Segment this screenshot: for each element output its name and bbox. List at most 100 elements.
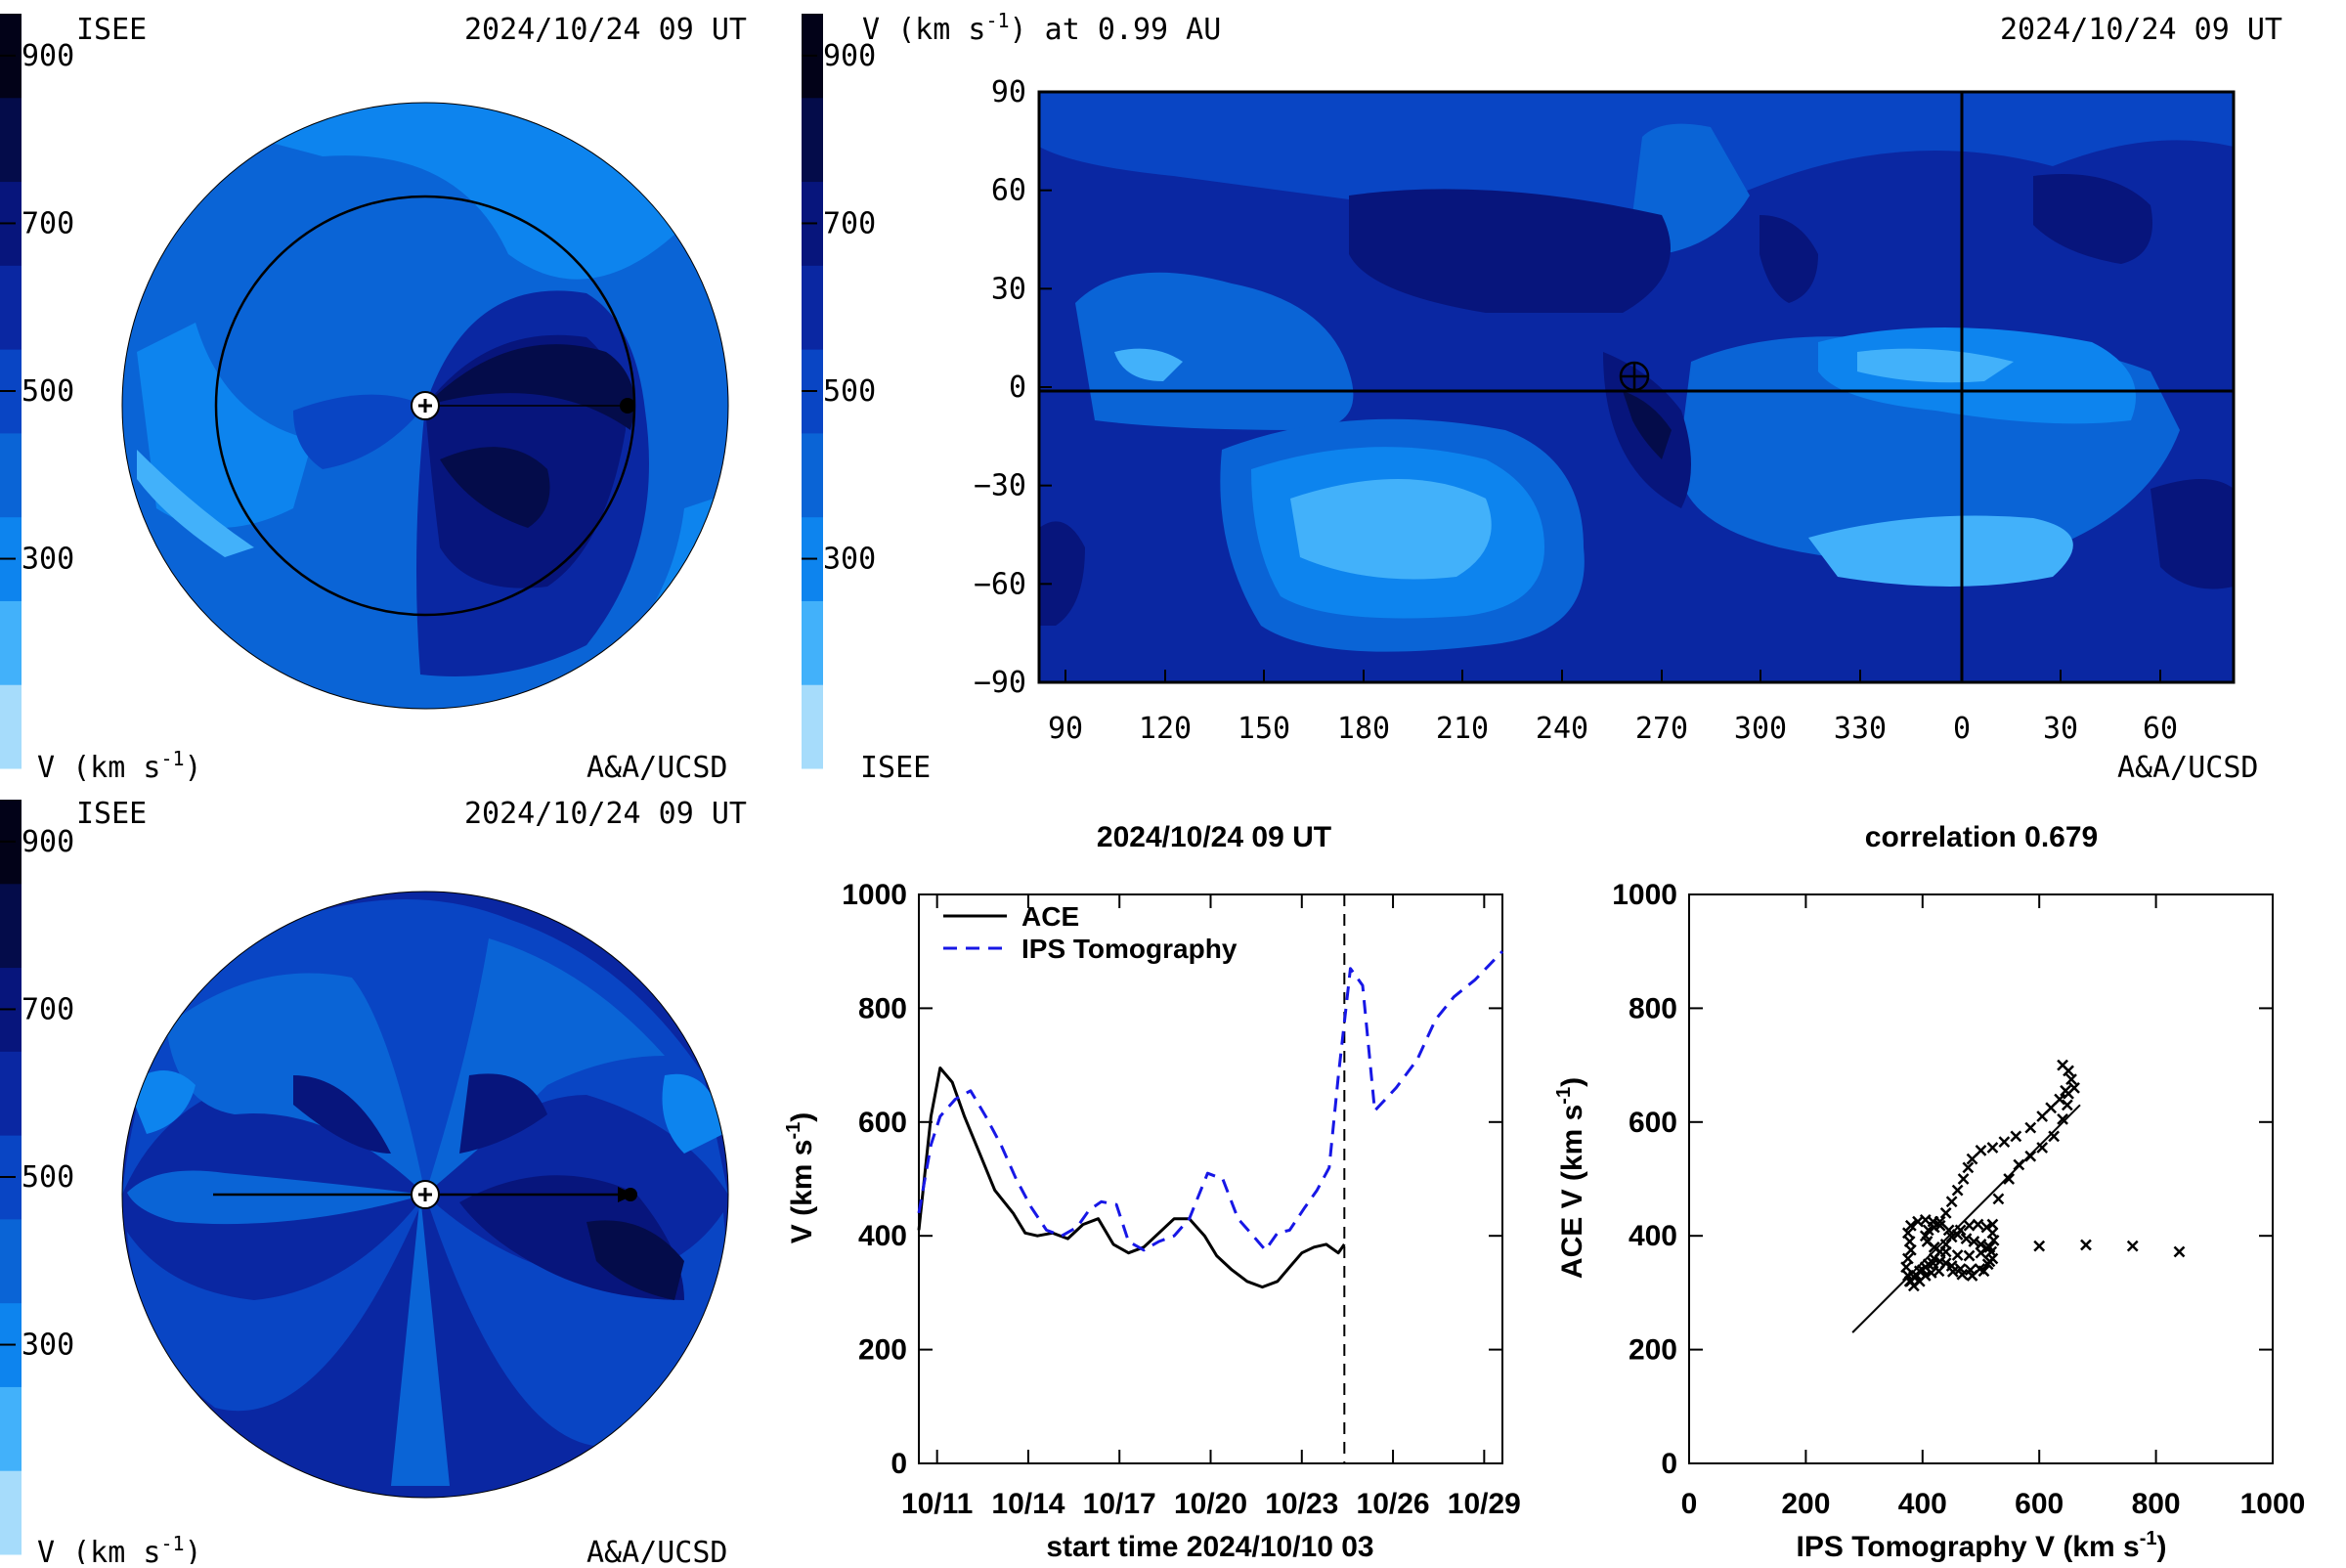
point-stroke	[1901, 1252, 1914, 1265]
y-tick-label: 0	[1661, 1448, 1677, 1480]
map-x-tick-label: 210	[1436, 712, 1489, 746]
speed-unit-label: V (km s-1)	[37, 1532, 202, 1564]
scatter-point	[1951, 1249, 1964, 1261]
timestamp-label: 2024/10/24 09 UT	[2000, 13, 2282, 47]
point-stroke	[2003, 1173, 2016, 1185]
scatter-point	[1975, 1239, 1987, 1250]
point-stroke	[2063, 1065, 2074, 1077]
x-tick-label: 800	[2132, 1488, 2181, 1520]
plot-frame	[918, 893, 1503, 1464]
colorbar-segment	[0, 97, 22, 183]
map-y-tick-labels: 90 60 30 0 −30 −60 −90	[974, 75, 1052, 700]
earth-marker	[620, 398, 635, 414]
y-axis-label: ACE V (km s-1)	[1553, 1077, 1588, 1279]
point-stroke	[1912, 1215, 1924, 1228]
polar-speed-contours	[122, 103, 728, 709]
point-stroke	[1962, 1161, 1975, 1174]
colorbar-tick-label: 500	[22, 374, 74, 409]
y-tick-label: 1000	[1612, 879, 1677, 911]
map-y-tick-label: −90	[974, 666, 1026, 700]
scatter-point	[2013, 1158, 2025, 1171]
point-stroke	[1945, 1196, 1958, 1208]
map-x-tick-labels: 90 120 150 180 210 240 270 300 330 0 30 60	[1048, 670, 2178, 746]
x-tick-label: 10/20	[1174, 1488, 1247, 1520]
point-stroke	[1957, 1173, 1970, 1185]
scatter-point	[1951, 1184, 1964, 1197]
point-stroke	[1927, 1257, 1939, 1270]
point-stroke	[1919, 1270, 1932, 1282]
y-tick-label: 200	[1629, 1334, 1677, 1367]
scatter-point	[1972, 1218, 1984, 1231]
scatter-point	[2033, 1240, 2046, 1252]
point-stroke	[1966, 1270, 1978, 1282]
point-stroke	[2065, 1073, 2077, 1086]
scatter-point	[1919, 1270, 1932, 1282]
map-x-tick-label: 90	[1048, 712, 1083, 746]
colorbar-tick-label: 500	[22, 1160, 74, 1195]
point-stroke	[1925, 1267, 1937, 1279]
point-stroke	[1942, 1224, 1955, 1237]
axes: 0 200 400 600 800 1000 0 200 400 600 800 1000	[1612, 879, 2305, 1520]
map-y-tick-label: 60	[991, 174, 1026, 208]
point-stroke	[1933, 1219, 1946, 1232]
credit-label: A&A/UCSD	[586, 751, 728, 785]
scatter-point	[2045, 1102, 2058, 1114]
scatter-point	[1977, 1265, 1990, 1278]
scatter-point	[2003, 1173, 2016, 1185]
isee-label: ISEE	[860, 751, 931, 785]
timestamp-label: 2024/10/24 09 UT	[464, 13, 747, 47]
colorbar-segment	[0, 883, 22, 969]
scatter-point	[1945, 1196, 1958, 1208]
scatter-point	[1986, 1142, 1999, 1154]
scatter-point	[2048, 1130, 2061, 1143]
point-stroke	[1919, 1230, 1932, 1242]
x-tick-label: 0	[1681, 1488, 1698, 1520]
point-stroke	[1904, 1219, 1917, 1232]
point-stroke	[1900, 1261, 1912, 1274]
point-stroke	[1972, 1218, 1984, 1231]
point-stroke	[1928, 1241, 1940, 1253]
earth-crosshair-icon	[1619, 361, 1650, 392]
point-stroke	[1921, 1236, 1933, 1247]
map-x-tick-label: 120	[1139, 712, 1192, 746]
isee-label: ISEE	[76, 13, 147, 47]
scatter-point	[2054, 1093, 2065, 1106]
colorbar-segment	[802, 600, 823, 685]
scatter-point	[1903, 1236, 1916, 1247]
scatter-point	[1975, 1145, 1987, 1156]
colorbar-tick-label: 300	[823, 543, 876, 577]
y-tick-label: 0	[891, 1448, 907, 1480]
fit-line	[1851, 1104, 2081, 1333]
map-x-tick-label: 150	[1238, 712, 1290, 746]
colorbar-top-left: 900 700 500 300	[0, 14, 74, 769]
map-x-tick-label: 270	[1635, 712, 1688, 746]
scatter-point	[2173, 1245, 2186, 1258]
scatter-point	[1951, 1229, 1964, 1241]
point-stroke	[2126, 1240, 2139, 1252]
point-stroke	[1922, 1224, 1934, 1237]
colorbar-tick-label: 700	[22, 206, 74, 240]
scatter-point	[2036, 1142, 2049, 1154]
colorbar-segment	[0, 1386, 22, 1471]
x-tick-label: 10/23	[1265, 1488, 1338, 1520]
colorbar-tick-label: 300	[22, 1328, 74, 1363]
map-y-tick-label: 0	[1009, 370, 1026, 405]
point-stroke	[2045, 1102, 2058, 1114]
map-y-tick-label: −60	[974, 567, 1026, 601]
point-stroke	[1964, 1264, 1977, 1277]
scatter-point	[1946, 1265, 1959, 1278]
plot-frame	[1688, 893, 2274, 1464]
scatter-point	[2063, 1065, 2074, 1077]
scatter-point	[1963, 1249, 1976, 1262]
point-stroke	[1946, 1265, 1959, 1278]
scatter-point	[1933, 1219, 1946, 1232]
y-tick-label: 1000	[842, 879, 907, 911]
y-tick-label: 400	[1629, 1220, 1677, 1252]
point-stroke	[2036, 1142, 2049, 1154]
map-y-tick-label: −30	[974, 469, 1026, 503]
scatter-point	[1942, 1224, 1955, 1237]
scatter-point	[1957, 1173, 1970, 1185]
map-x-tick-label: 180	[1337, 712, 1390, 746]
scatter-point	[2010, 1130, 2022, 1143]
